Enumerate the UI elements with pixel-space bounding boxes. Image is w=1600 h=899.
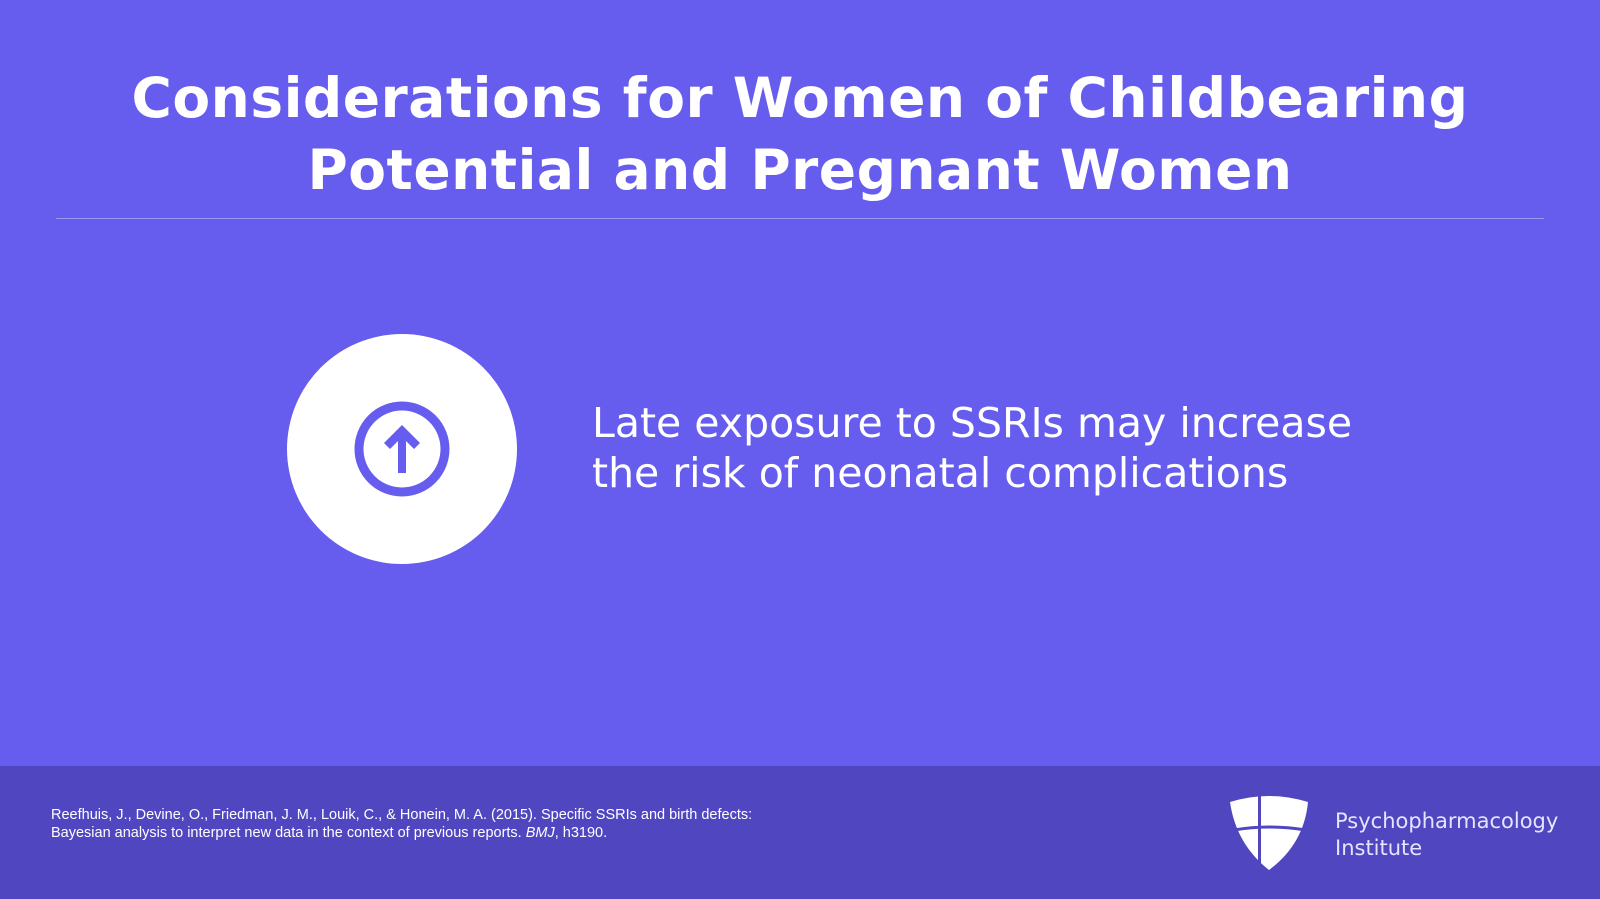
- shield-logo-icon: [1230, 796, 1308, 870]
- reference-text: Reefhuis, J., Devine, O., Friedman, J. M…: [51, 807, 753, 841]
- footer: Reefhuis, J., Devine, O., Friedman, J. M…: [0, 766, 1600, 899]
- title-divider: [56, 218, 1544, 219]
- brand-line-1: Psychopharmacology: [1335, 809, 1559, 833]
- reference-citation: Reefhuis, J., Devine, O., Friedman, J. M…: [51, 806, 771, 842]
- reference-journal: BMJ: [525, 825, 555, 841]
- arrow-up-circle-icon: [354, 401, 450, 497]
- brand-line-2: Institute: [1335, 836, 1423, 860]
- reference-suffix: , h3190.: [554, 825, 608, 841]
- key-point: Late exposure to SSRIs may increase the …: [592, 398, 1352, 498]
- slide-title: Considerations for Women of Childbearing…: [0, 62, 1600, 206]
- icon-badge: [287, 334, 517, 564]
- title-line-1: Considerations for Women of Childbearing: [131, 66, 1469, 130]
- brand-name: Psychopharmacology Institute: [1335, 808, 1558, 862]
- key-point-line-1: Late exposure to SSRIs may increase: [592, 399, 1353, 447]
- title-line-2: Potential and Pregnant Women: [307, 138, 1293, 202]
- key-point-line-2: the risk of neonatal complications: [592, 449, 1289, 497]
